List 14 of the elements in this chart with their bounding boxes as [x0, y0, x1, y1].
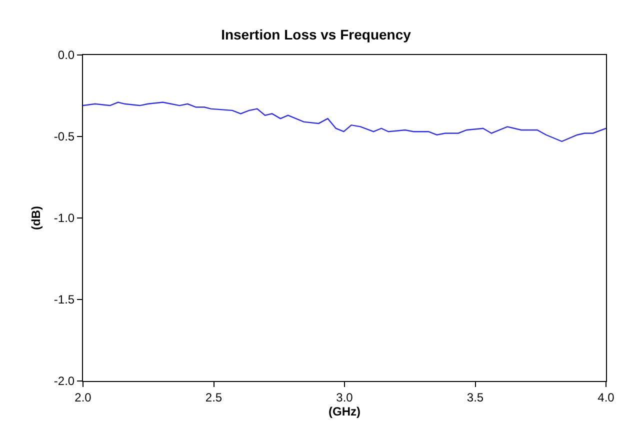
line-series [83, 102, 606, 142]
x-tick-label: 2.5 [205, 390, 222, 404]
x-tick-label: 4.0 [598, 390, 615, 404]
y-tick-label: -2.0 [54, 374, 75, 388]
x-tick-label: 3.0 [336, 390, 354, 404]
y-tick-label: -0.5 [54, 130, 75, 144]
x-tick-label: 3.5 [466, 390, 484, 404]
chart-title: Insertion Loss vs Frequency [221, 26, 412, 43]
x-tick-label: 2.0 [74, 390, 92, 404]
y-tick-label: -1.5 [54, 292, 75, 307]
y-tick-label: 0.0 [58, 48, 75, 62]
x-axis-title: (GHz) [328, 404, 360, 418]
y-tick-label: -1.0 [54, 211, 75, 226]
y-axis-title: (dB) [29, 206, 44, 230]
